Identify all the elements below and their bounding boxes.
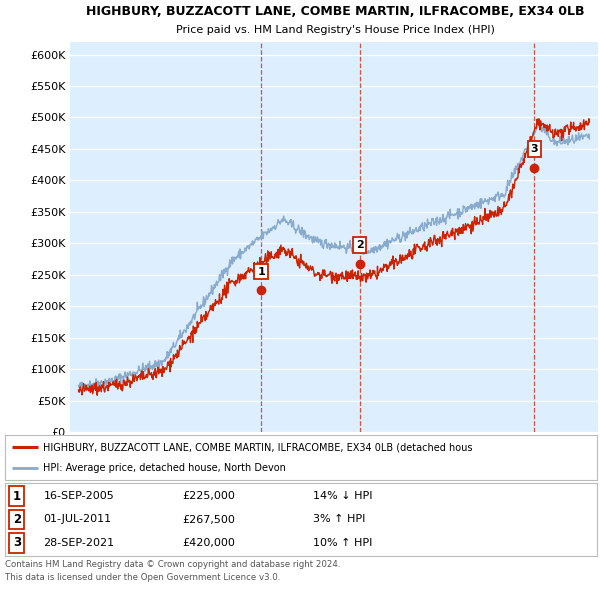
Text: £420,000: £420,000 bbox=[182, 538, 235, 548]
Text: 3: 3 bbox=[530, 144, 538, 154]
Text: £267,500: £267,500 bbox=[182, 514, 235, 525]
Text: 28-SEP-2021: 28-SEP-2021 bbox=[43, 538, 115, 548]
Text: 1: 1 bbox=[257, 267, 265, 277]
Text: Price paid vs. HM Land Registry's House Price Index (HPI): Price paid vs. HM Land Registry's House … bbox=[176, 25, 494, 35]
Text: 01-JUL-2011: 01-JUL-2011 bbox=[43, 514, 112, 525]
Text: HPI: Average price, detached house, North Devon: HPI: Average price, detached house, Nort… bbox=[43, 463, 286, 473]
Text: HIGHBURY, BUZZACOTT LANE, COMBE MARTIN, ILFRACOMBE, EX34 0LB (detached hous: HIGHBURY, BUZZACOTT LANE, COMBE MARTIN, … bbox=[43, 442, 473, 452]
Text: 2: 2 bbox=[356, 240, 364, 250]
Text: 2: 2 bbox=[13, 513, 21, 526]
Text: £225,000: £225,000 bbox=[182, 491, 235, 501]
Text: 3% ↑ HPI: 3% ↑ HPI bbox=[313, 514, 365, 525]
Text: 16-SEP-2005: 16-SEP-2005 bbox=[43, 491, 114, 501]
Text: Contains HM Land Registry data © Crown copyright and database right 2024.: Contains HM Land Registry data © Crown c… bbox=[5, 560, 341, 569]
Text: 10% ↑ HPI: 10% ↑ HPI bbox=[313, 538, 372, 548]
Text: HIGHBURY, BUZZACOTT LANE, COMBE MARTIN, ILFRACOMBE, EX34 0LB: HIGHBURY, BUZZACOTT LANE, COMBE MARTIN, … bbox=[86, 5, 584, 18]
Text: 3: 3 bbox=[13, 536, 21, 549]
Text: 14% ↓ HPI: 14% ↓ HPI bbox=[313, 491, 373, 501]
Text: 1: 1 bbox=[13, 490, 21, 503]
Text: This data is licensed under the Open Government Licence v3.0.: This data is licensed under the Open Gov… bbox=[5, 573, 280, 582]
